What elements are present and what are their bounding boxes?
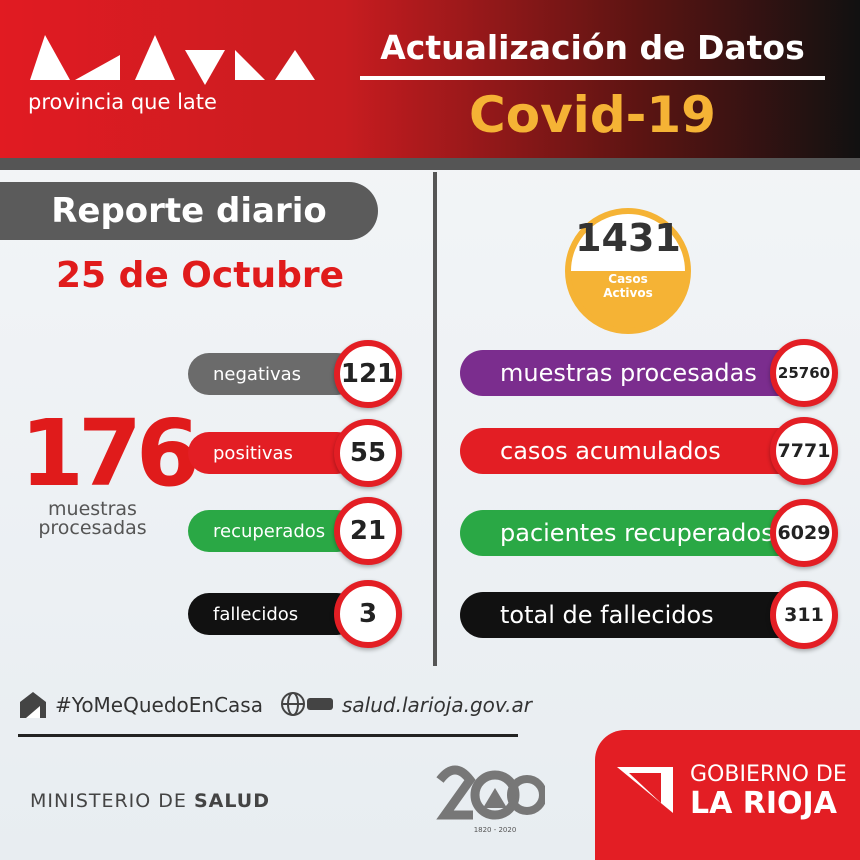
total-item-label: pacientes recuperados (460, 510, 805, 556)
daily-item-label: fallecidos (188, 593, 358, 635)
active-label: Casos Activos (603, 272, 653, 300)
active-value: 1431 (575, 216, 681, 260)
government-block (595, 730, 860, 860)
daily-item-value: 3 (334, 580, 402, 648)
header-subtitle: Covid-19 (469, 86, 716, 144)
daily-date: 25 de Octubre (55, 255, 345, 296)
total-item-label: casos acumulados (460, 428, 805, 474)
home-icon (20, 692, 46, 718)
header-title: Actualización de Datos (380, 28, 805, 67)
total-item-value: 311 (770, 581, 838, 649)
divider (433, 172, 437, 666)
daily-item-value: 55 (334, 419, 402, 487)
ministry: MINISTERIO DE SALUD (30, 790, 270, 812)
total-item-value: 7771 (770, 417, 838, 485)
government-icon (617, 767, 673, 813)
logo-shapes (30, 35, 315, 85)
ministry-name: SALUD (193, 790, 270, 812)
daily-title: Reporte diario (0, 182, 378, 240)
government-line2: LA RIOJA (690, 786, 837, 821)
header-rule (360, 76, 825, 80)
daily-total: 176 (20, 400, 200, 507)
anniversary-logo (436, 765, 545, 820)
daily-item-label: recuperados (188, 510, 358, 552)
website: salud.larioja.gov.ar (342, 693, 532, 717)
active-circle (565, 208, 691, 334)
total-item-value: 25760 (770, 339, 838, 407)
daily-item-label: positivas (188, 432, 358, 474)
government-line1: GOBIERNO DE (690, 762, 847, 787)
footer-rule (18, 734, 518, 737)
daily-item-value: 21 (334, 497, 402, 565)
ministry-prefix: MINISTERIO DE (30, 790, 187, 812)
web-icon (281, 692, 333, 716)
daily-total-label: muestras procesadas (38, 498, 147, 539)
header-strip (0, 158, 860, 170)
total-item-label: muestras procesadas (460, 350, 805, 396)
total-item-value: 6029 (770, 499, 838, 567)
daily-item-label: negativas (188, 353, 358, 395)
total-item-label: total de fallecidos (460, 592, 805, 638)
daily-item-value: 121 (334, 340, 402, 408)
logo-subtitle: provincia que late (28, 90, 217, 114)
hashtag: #YoMeQuedoEnCasa (55, 693, 263, 717)
anniversary-years: 1820 - 2020 (473, 826, 517, 834)
